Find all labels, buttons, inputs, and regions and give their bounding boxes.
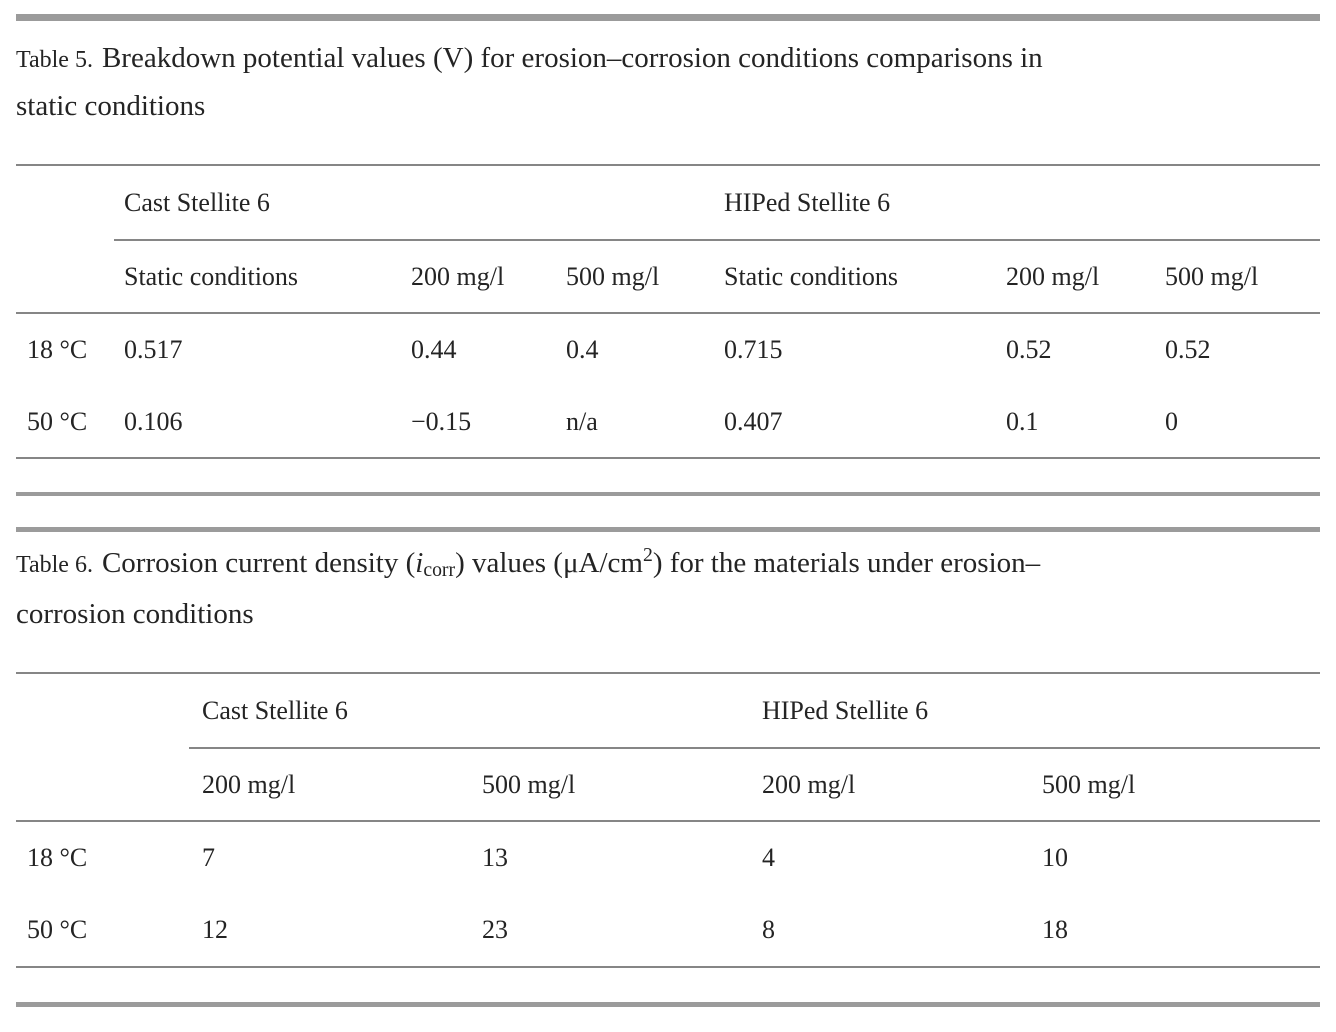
table5-caption: Table 5. Breakdown potential values (V) f…: [16, 35, 1320, 129]
table6-bottom-thick-rule: [16, 1002, 1320, 1007]
table5-caption-label: Table 5.: [16, 47, 93, 73]
table5-row-50c: 50 °C 0.106 −0.15 n/a 0.407 0.1 0: [16, 386, 1320, 457]
table5-subheader-200-hiped: 200 mg/l: [1006, 261, 1100, 291]
table6-group-hiped: HIPed Stellite 6: [762, 695, 929, 725]
table6-subheader-200-cast: 200 mg/l: [202, 769, 296, 799]
table5-value: 0.44: [411, 335, 457, 364]
table5-subheader-200-cast: 200 mg/l: [411, 261, 505, 291]
table5-subheader-static-cast: Static conditions: [124, 261, 299, 291]
table6-subheader-500-cast: 500 mg/l: [482, 769, 576, 799]
table6-group-header-row: Cast Stellite 6 HIPed Stellite 6: [16, 674, 1320, 747]
table6-caption-sup2: 2: [642, 544, 653, 567]
table5-value: 0.407: [724, 406, 783, 436]
table6-value: 18: [1042, 915, 1068, 944]
table5-value: 0.517: [124, 335, 183, 364]
table6-group-underline-rule: [189, 747, 1320, 749]
table6-caption-line1: Table 6. Corrosion current density (icorr…: [16, 539, 1320, 590]
table5-subheader-static-hiped: Static conditions: [724, 261, 899, 291]
table6-caption: Table 6. Corrosion current density (icorr…: [16, 539, 1320, 638]
table5-value: 0: [1165, 406, 1178, 436]
table5-caption-line1: Table 5. Breakdown potential values (V) f…: [16, 35, 1320, 83]
table5-value: 0.1: [1006, 406, 1039, 436]
table5-group-underline-rule: [114, 239, 1320, 241]
table6-group-cast: Cast Stellite 6: [202, 695, 348, 725]
table6-value: 4: [762, 843, 775, 872]
table5-bottom-thick-rule: [16, 492, 1320, 496]
table6-rowlabel-50c: 50 °C: [27, 915, 88, 944]
table6-caption-label: Table 6.: [16, 552, 93, 578]
table5-group-hiped: HIPed Stellite 6: [724, 187, 891, 217]
table5-rowlabel-50c: 50 °C: [27, 406, 88, 436]
table5-value: n/a: [566, 406, 598, 436]
table5-header-top-rule: [16, 164, 1320, 166]
table5-subheader-500-hiped: 500 mg/l: [1165, 261, 1259, 291]
table6-caption-icorr-sub: corr: [423, 559, 456, 582]
table6-value: 8: [762, 915, 775, 944]
table6-caption-seg3: ) for the materials under erosion–: [652, 547, 1041, 579]
table5-value: 0.52: [1006, 335, 1052, 364]
table6-header-top-rule: [16, 672, 1320, 674]
table6-row-50c: 50 °C 12 23 8 18: [16, 894, 1320, 966]
table6-subheader-row: 200 mg/l 500 mg/l 200 mg/l 500 mg/l: [16, 749, 1320, 820]
table5-caption-text1: Breakdown potential values (V) for erosi…: [101, 42, 1043, 74]
table6-caption-seg1: Corrosion current density (: [101, 547, 416, 579]
table6-subheader-500-hiped: 500 mg/l: [1042, 769, 1136, 799]
table6-value: 13: [482, 843, 508, 872]
table6-value: 10: [1042, 843, 1068, 872]
table5-value: 0.106: [124, 406, 183, 436]
table5-group-header-row: Cast Stellite 6 HIPed Stellite 6: [16, 166, 1320, 239]
table5-value: 0.52: [1165, 335, 1211, 364]
table6-value: 7: [202, 843, 215, 872]
table5-top-thick-rule: [16, 14, 1320, 21]
table6-body-top-rule: [16, 820, 1320, 822]
table6-caption-seg2: ) values (μA/cm: [455, 547, 643, 579]
table5-caption-line2: static conditions: [16, 90, 206, 122]
table6-rowlabel-18c: 18 °C: [27, 843, 88, 872]
table6-subheader-200-hiped: 200 mg/l: [762, 769, 856, 799]
table5-value: −0.15: [411, 406, 472, 436]
table5-body-bottom-rule: [16, 457, 1320, 459]
table6-top-thick-rule: [16, 527, 1320, 532]
table6-row-18c: 18 °C 7 13 4 10: [16, 822, 1320, 894]
table5-block: Table 5. Breakdown potential values (V) f…: [16, 14, 1320, 496]
table5-rowlabel-18c: 18 °C: [27, 335, 88, 364]
table5-row-18c: 18 °C 0.517 0.44 0.4 0.715 0.52 0.52: [16, 314, 1320, 386]
table5-subheader-row: Static conditions 200 mg/l 500 mg/l Stat…: [16, 241, 1320, 312]
table5-group-cast: Cast Stellite 6: [124, 187, 270, 217]
table5-subheader-500-cast: 500 mg/l: [566, 261, 660, 291]
table6-value: 12: [202, 915, 228, 944]
table6-caption-icorr-var: i: [415, 547, 424, 579]
table6-block: Table 6. Corrosion current density (icorr…: [16, 527, 1320, 1007]
table6-body-bottom-rule: [16, 966, 1320, 968]
table5-value: 0.4: [566, 335, 599, 364]
table5-value: 0.715: [724, 335, 783, 364]
table5-body-top-rule: [16, 312, 1320, 314]
table6-value: 23: [482, 915, 508, 944]
table6-caption-line2: corrosion conditions: [16, 598, 254, 630]
